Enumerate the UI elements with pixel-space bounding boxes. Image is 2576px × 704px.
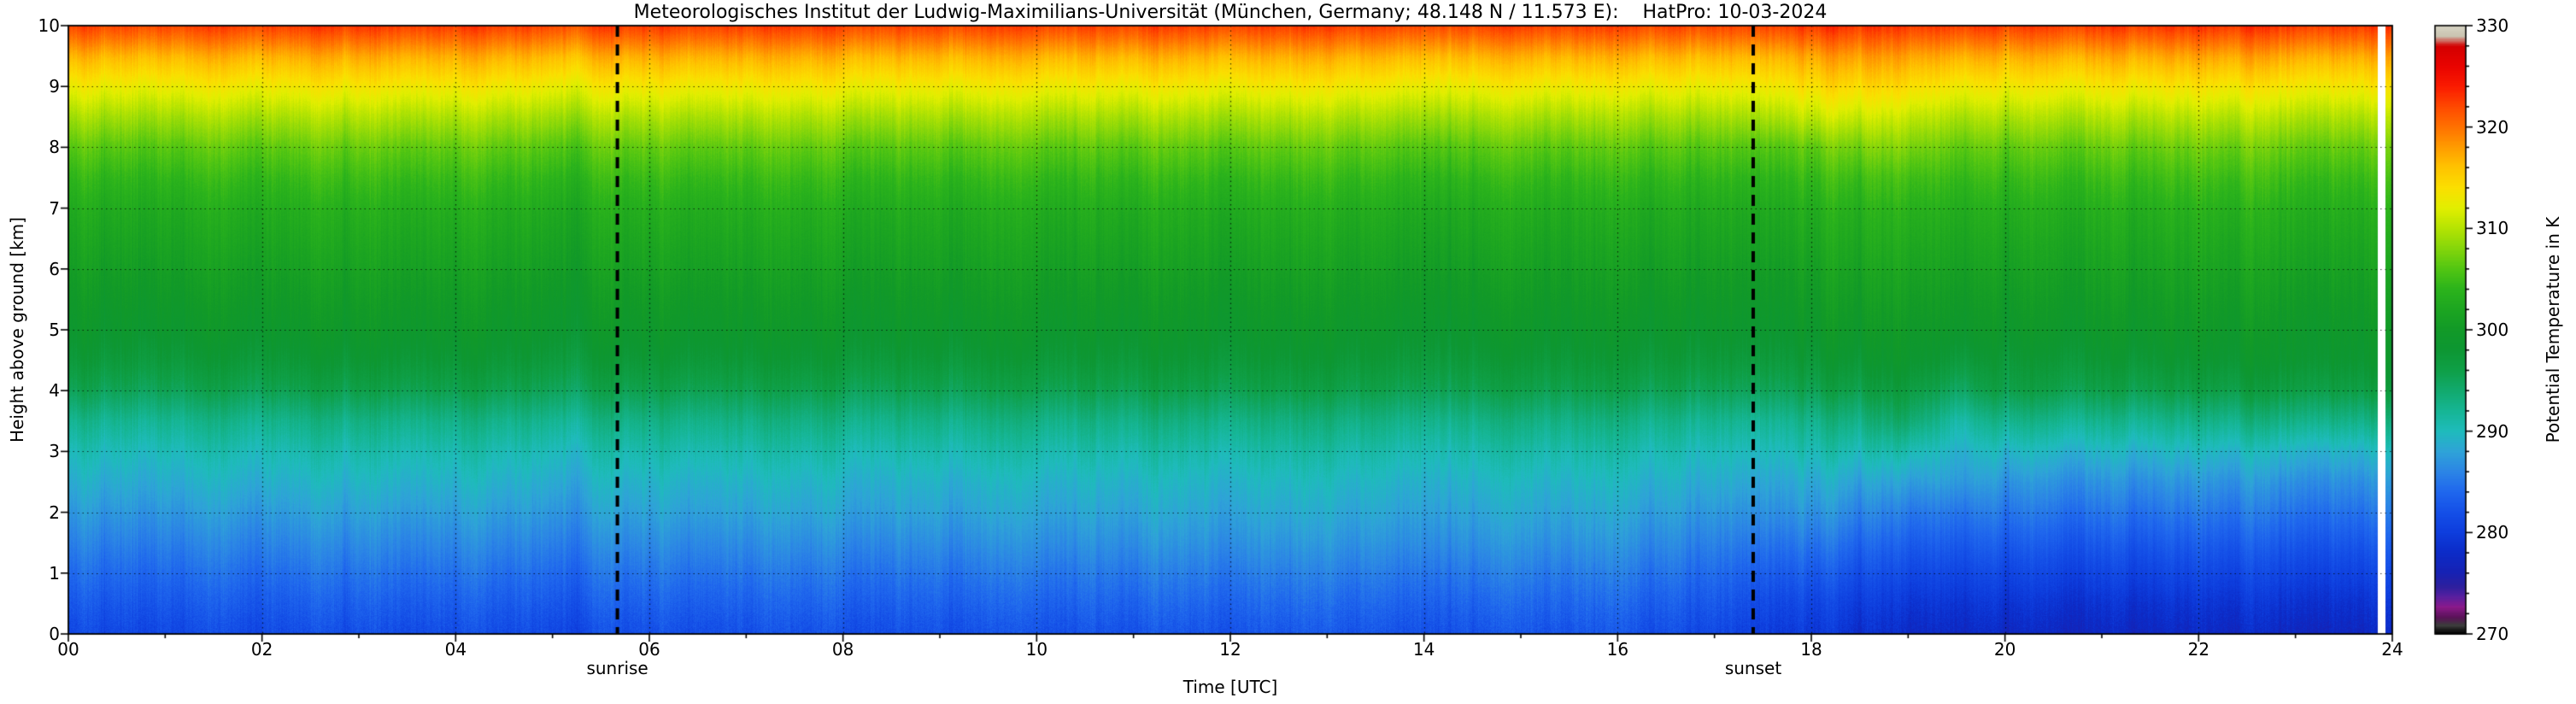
y-tick-label: 4	[49, 380, 60, 402]
y-tick-label: 0	[49, 624, 60, 644]
x-tick-label: 02	[250, 639, 273, 660]
x-tick-label: 10	[1025, 639, 1048, 660]
colorbar-tick-label: 270	[2476, 624, 2509, 644]
x-tick-label: 16	[1606, 639, 1629, 660]
y-tick-label: 2	[49, 502, 60, 523]
x-tick-label: 12	[1219, 639, 1241, 660]
x-axis-label: Time [UTC]	[1182, 677, 1278, 697]
y-tick-label: 7	[49, 197, 60, 219]
colorbar-tick-label: 310	[2476, 218, 2509, 239]
x-tick-label: 22	[2187, 639, 2210, 660]
colorbar-tick-label: 330	[2476, 15, 2509, 36]
x-tick-label: 04	[444, 639, 467, 660]
sunset-label: sunset	[1724, 658, 1782, 678]
x-tick-label: 14	[1412, 639, 1435, 660]
y-tick-label: 8	[49, 137, 60, 158]
colorbar-tick-label: 320	[2476, 116, 2509, 138]
sunrise-label: sunrise	[586, 658, 648, 678]
x-tick-label: 20	[1993, 639, 2016, 660]
x-tick-label: 18	[1800, 639, 1822, 660]
page-title: Meteorologisches Institut der Ludwig-Max…	[633, 2, 1828, 23]
colorbar-tick-label: 280	[2476, 522, 2509, 543]
colorbar-tick-label: 290	[2476, 420, 2509, 442]
y-tick-label: 1	[49, 562, 60, 584]
x-tick-label: 08	[831, 639, 854, 660]
y-tick-label: 10	[38, 15, 60, 36]
y-tick-label: 6	[49, 258, 60, 279]
y-tick-label: 5	[49, 320, 60, 340]
x-tick-label: 00	[57, 639, 79, 660]
colorbar-tick-label: 300	[2476, 320, 2509, 340]
x-tick-label: 24	[2381, 639, 2403, 660]
y-tick-label: 9	[49, 76, 60, 97]
y-tick-label: 3	[49, 441, 60, 462]
x-tick-label: 06	[638, 639, 660, 660]
